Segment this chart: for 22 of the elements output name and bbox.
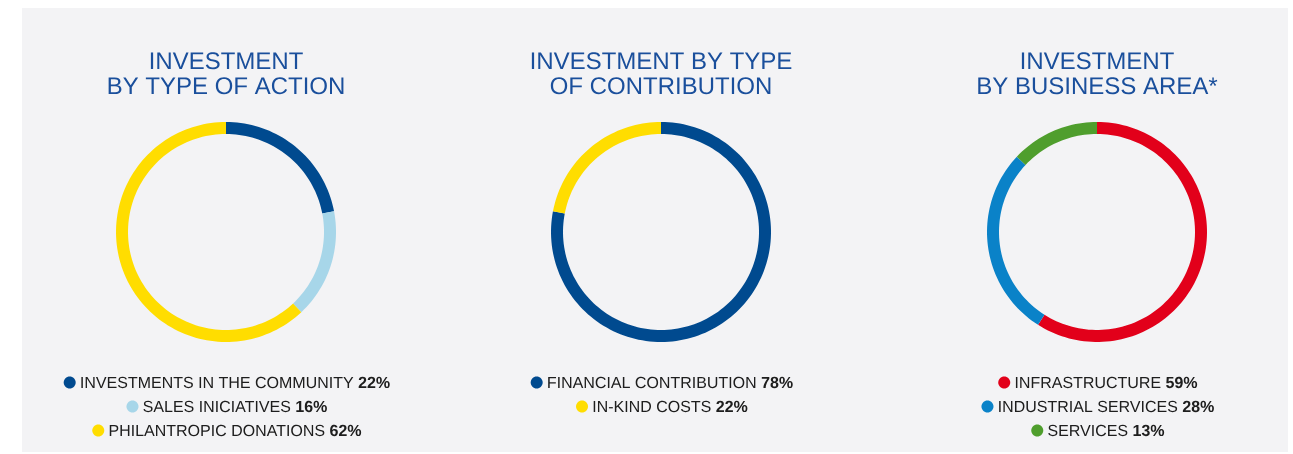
chart-title: INVESTMENT BY TYPE [531,52,792,70]
data-label: 16% [296,400,327,413]
data-label: 78% [761,376,793,389]
data-label: 59% [1166,376,1198,389]
data-label: 22% [716,400,748,413]
legend-label: FINANCIAL CONTRIBUTION [548,376,756,389]
data-label: 28% [1182,400,1214,413]
data-label: 62% [330,424,362,437]
legend-label: PHILANTROPIC DONATIONS [109,424,325,437]
chart-subtitle: BY TYPE OF ACTION [108,77,344,95]
legend-label: SERVICES [1048,424,1128,437]
chart-subtitle: BY BUSINESS AREA* [978,77,1218,95]
legend-label: SALES INICIATIVES [143,400,291,413]
legend-label: INVESTMENTS IN THE COMMUNITY [81,376,354,389]
data-label: 13% [1133,424,1165,437]
data-label: 22% [358,376,390,389]
chart-title: INVESTMENT [1021,52,1174,70]
legend-label: IN-KIND COSTS [593,400,711,413]
legend-label: INDUSTRIAL SERVICES [999,400,1178,413]
chart-title: INVESTMENT [150,52,303,70]
chart-subtitle: OF CONTRIBUTION [550,77,771,95]
legend-label: INFRASTRUCTURE [1015,376,1161,389]
